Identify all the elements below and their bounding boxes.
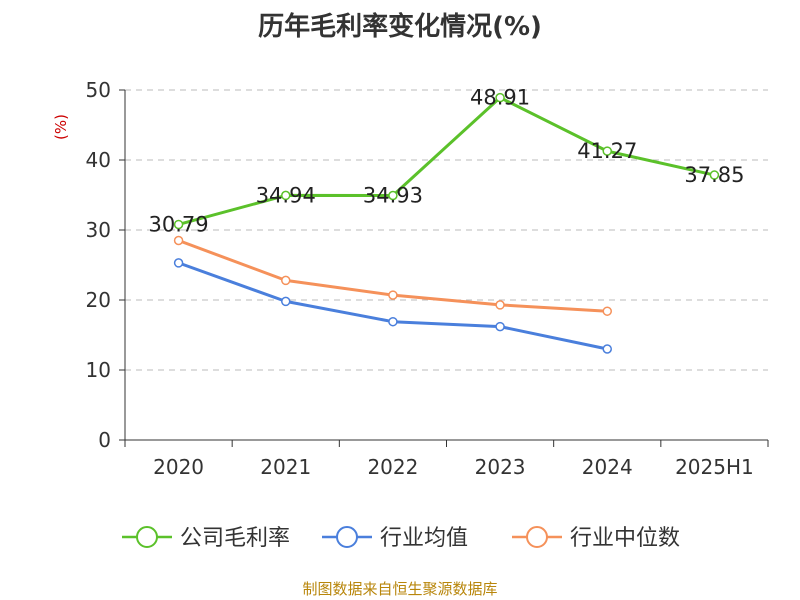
data-point-1 (495, 321, 505, 332)
x-tick-label: 2021 (260, 455, 311, 479)
data-label: 48.91 (470, 86, 530, 110)
data-source-note: 制图数据来自恒生聚源数据库 (302, 580, 498, 598)
data-label: 34.94 (256, 183, 316, 207)
data-label: 41.27 (577, 139, 637, 163)
data-point-0 (709, 170, 720, 180)
legend-marker (336, 526, 358, 548)
y-tick-label: 10 (86, 358, 111, 382)
y-axis-title: (%) (52, 114, 70, 140)
x-tick-label: 2024 (582, 455, 633, 479)
y-tick-label: 40 (86, 148, 111, 172)
x-tick-label: 2025H1 (675, 455, 754, 479)
data-point-0 (495, 92, 505, 103)
data-point-1 (388, 316, 398, 327)
data-point-0 (281, 190, 291, 201)
legend-marker (526, 526, 548, 548)
legend-label: 行业中位数 (570, 526, 680, 551)
y-tick-label: 30 (86, 218, 111, 242)
x-tick-label: 2020 (153, 455, 204, 479)
legend-label: 行业均值 (380, 526, 468, 551)
chart-title: 历年毛利率变化情况(%) (258, 12, 542, 42)
data-label: 30.79 (149, 212, 209, 236)
y-tick-label: 20 (86, 288, 111, 312)
legend-marker (136, 526, 158, 548)
data-point-2 (602, 306, 612, 316)
data-label: 34.93 (363, 183, 423, 207)
series-line-0 (178, 96, 715, 226)
data-point-0 (602, 146, 612, 156)
x-tick-label: 2022 (367, 455, 418, 479)
data-point-2 (281, 275, 291, 286)
data-point-1 (602, 344, 612, 354)
y-tick-label: 0 (98, 428, 111, 452)
data-label: 37.85 (684, 163, 744, 187)
data-point-0 (388, 190, 398, 201)
series-line-2 (178, 239, 608, 313)
data-point-1 (281, 296, 291, 307)
data-point-2 (173, 235, 184, 246)
y-tick-label: 50 (86, 78, 111, 102)
x-tick-label: 2023 (475, 455, 526, 479)
data-point-2 (495, 300, 505, 310)
data-point-2 (388, 290, 398, 300)
legend-label: 公司毛利率 (180, 526, 290, 551)
data-point-1 (173, 258, 184, 268)
data-point-0 (173, 219, 184, 230)
